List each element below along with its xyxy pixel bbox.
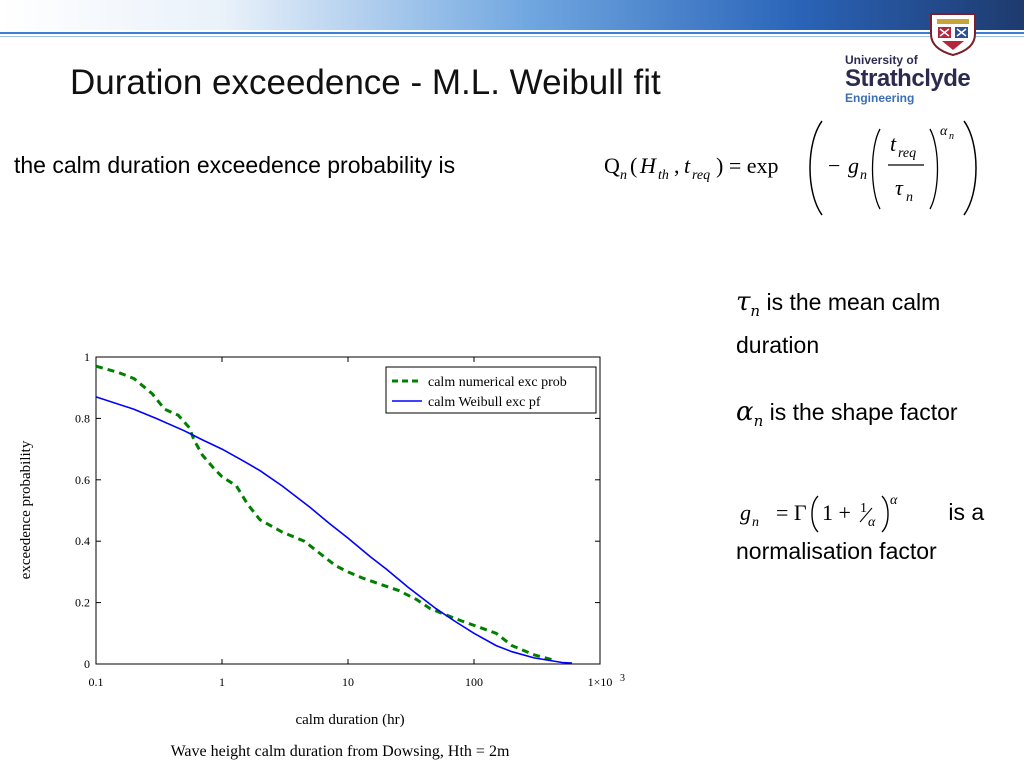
logo-line-strathclyde: Strathclyde [845,65,971,92]
x-axis-label: calm duration (hr) [295,712,404,728]
svg-text:= Γ: = Γ [776,500,807,525]
svg-text:t: t [890,131,897,156]
header-divider-thin [0,36,1024,37]
y-tick-label: 1 [84,350,90,364]
note-mean-calm: τn is the mean calm duration [736,285,1006,362]
x-tick-label: 1 [219,675,225,689]
svg-text:req: req [692,168,710,183]
svg-text:g: g [848,153,859,178]
axis-ticks: 0.1 1 10 100 1×10 3 0 0.2 0.4 0.6 0.8 1 [75,350,625,689]
svg-text:n: n [752,515,759,530]
x-tick-exponent: 3 [620,673,625,684]
header-gradient-bar [0,0,1024,30]
logo-line-university: University of [845,53,918,67]
series-group [95,364,573,664]
svg-text:−: − [828,153,840,178]
x-tick-label: 100 [465,675,483,689]
svg-text:(: ( [630,153,637,178]
svg-text:) = exp: ) = exp [716,153,779,178]
slide-title: Duration exceedence - M.L. Weibull fit [70,63,661,102]
y-tick-label: 0.8 [75,411,90,425]
note-normalisation-suffix: is a [948,499,985,525]
logo-line-engineering: Engineering [845,91,915,105]
svg-text:n: n [620,168,627,183]
note-shape-factor: αn is the shape factor [736,395,1006,438]
svg-text:α: α [890,493,898,508]
tau-symbol: τn [736,287,761,321]
svg-text:α: α [868,515,876,530]
legend-label-0: calm numerical exc prob [428,375,567,390]
svg-text:Q: Q [604,153,620,178]
svg-text:req: req [898,146,916,161]
note-shape-factor-text: is the shape factor [769,399,958,425]
svg-text:τ: τ [895,175,904,200]
note-normalisation-text: normalisation factor [736,538,937,564]
x-tick-label: 0.1 [89,675,104,689]
legend: calm numerical exc prob calm Weibull exc … [385,366,597,414]
svg-text:g: g [740,500,751,525]
header-divider [0,32,1024,34]
crest-icon [930,13,976,56]
svg-text:t: t [684,153,691,178]
svg-text:th: th [658,168,669,183]
svg-text:α: α [940,124,948,139]
svg-text:n: n [949,131,954,142]
y-tick-label: 0.6 [75,473,90,487]
x-tick-label: 10 [342,675,354,689]
alpha-symbol: αn [736,397,764,431]
legend-box [385,366,597,414]
svg-text:n: n [906,190,913,205]
y-tick-label: 0.4 [75,534,90,548]
chart-title: Wave height calm duration from Dowsing, … [171,743,510,760]
series-line-1 [95,396,573,664]
svg-text:1 +: 1 + [822,500,851,525]
lead-text: the calm duration exceedence probability… [14,152,456,178]
svg-text:n: n [860,168,867,183]
legend-label-1: calm Weibull exc pf [428,395,541,410]
note-mean-calm-text: is the mean calm duration [736,289,941,359]
x-tick-label: 1×10 [588,675,613,689]
svg-text:H: H [639,153,657,178]
series-line-0 [95,364,557,663]
svg-text:,: , [674,153,680,178]
y-axis-label: exceedence probability [18,440,34,579]
y-tick-label: 0.2 [75,596,90,610]
university-logo: University of Strathclyde Engineering [845,12,995,107]
svg-text:1: 1 [860,501,867,516]
y-tick-label: 0 [84,657,90,671]
exceedence-chart: 0.1 1 10 100 1×10 3 0 0.2 0.4 0.6 0.8 1 calm numeri… [18,350,625,760]
